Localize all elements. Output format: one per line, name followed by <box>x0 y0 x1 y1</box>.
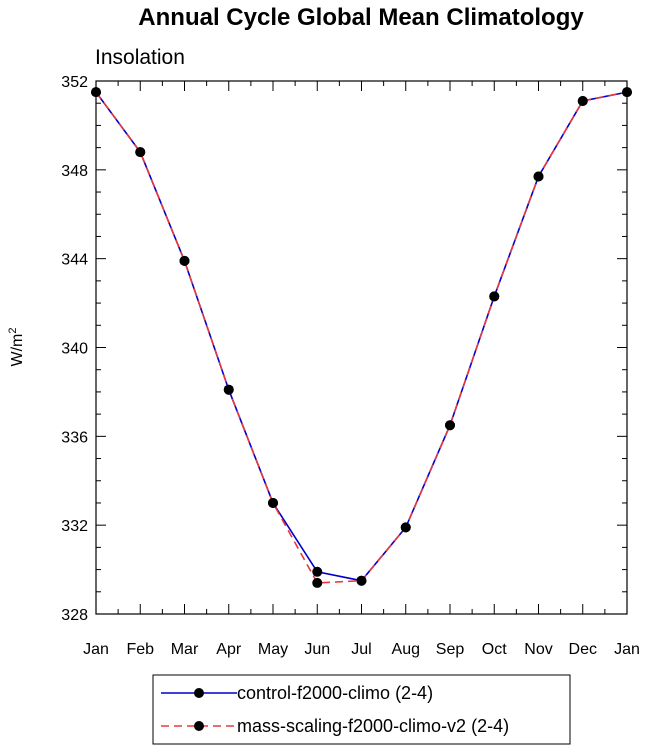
x-tick-label: Jan <box>83 641 109 658</box>
series-line-0 <box>95 91 628 582</box>
x-tick-label: Apr <box>216 641 242 658</box>
data-point-series-1 <box>533 171 544 182</box>
data-point-series-1 <box>223 384 234 395</box>
x-tick-label: Mar <box>171 641 199 658</box>
y-tick-label: 348 <box>61 163 88 180</box>
legend-marker-0 <box>194 688 204 698</box>
data-point-series-1 <box>445 420 455 431</box>
chart-subtitle: Insolation <box>95 46 185 69</box>
y-tick-label: 332 <box>61 518 88 535</box>
y-tick-label: 328 <box>61 607 88 624</box>
x-tick-label: Jun <box>304 641 330 658</box>
x-tick-label: Oct <box>482 641 507 658</box>
legend: control-f2000-climo (2-4) mass-scaling-f2… <box>152 674 571 745</box>
x-tick-label: Aug <box>392 641 420 658</box>
series-layer <box>91 87 632 588</box>
data-point-series-1 <box>577 95 588 106</box>
y-axis-label: W/m2 <box>7 328 26 367</box>
x-tick-label: Jan <box>614 641 640 658</box>
x-tick-label: Feb <box>126 641 154 658</box>
data-point-series-1 <box>135 147 146 158</box>
x-tick-label: Dec <box>569 641 597 658</box>
x-tick-label: Jul <box>351 641 371 658</box>
y-tick-label: 340 <box>61 341 88 358</box>
series-line-1 <box>95 91 628 584</box>
x-tick-label: May <box>258 641 288 658</box>
data-point-series-1 <box>268 497 278 508</box>
y-tick-label: 352 <box>61 74 88 91</box>
legend-box <box>152 674 571 745</box>
data-point-series-1 <box>400 522 411 533</box>
chart-title: Annual Cycle Global Mean Climatology <box>138 4 584 31</box>
x-tick-label: Sep <box>436 641 465 658</box>
legend-marker-1 <box>194 721 204 731</box>
data-point-series-1 <box>356 575 367 586</box>
data-point-series-1 <box>91 87 101 98</box>
axes: 328 332 336 340 344 348 352 Jan Feb Mar Apr May Jun J… <box>61 74 640 658</box>
y-axis-label-superscript: 2 <box>7 328 19 334</box>
legend-label-1: mass-scaling-f2000-climo-v2 (2-4) <box>237 716 509 736</box>
data-point-series-1 <box>179 255 190 266</box>
y-axis-label-text: W/m <box>9 334 26 367</box>
y-tick-label: 336 <box>61 429 88 446</box>
data-point-series-1 <box>312 577 323 588</box>
data-point-series-1 <box>622 87 632 98</box>
legend-label-0: control-f2000-climo (2-4) <box>237 683 433 703</box>
y-tick-label: 344 <box>61 252 88 269</box>
data-point-series-0 <box>312 566 323 577</box>
data-point-series-1 <box>489 291 500 302</box>
x-tick-label: Nov <box>524 641 552 658</box>
